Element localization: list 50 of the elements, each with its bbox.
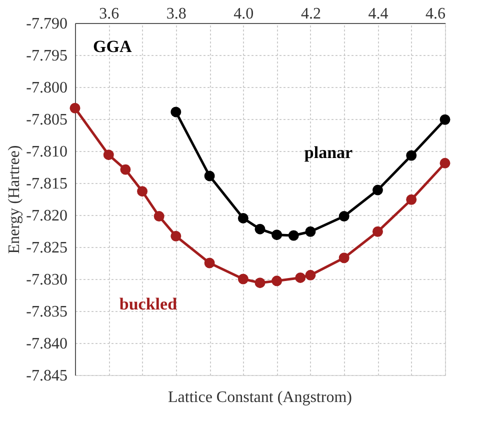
point bbox=[272, 276, 282, 286]
y-tick-label: -7.805 bbox=[26, 112, 68, 128]
point bbox=[170, 230, 182, 242]
point bbox=[254, 278, 266, 288]
y-tick-label: -7.815 bbox=[26, 176, 68, 192]
series-label: planar bbox=[304, 143, 354, 162]
point bbox=[120, 164, 131, 175]
y-tick-label: -7.845 bbox=[26, 368, 68, 384]
y-tick-label: -7.800 bbox=[26, 80, 68, 96]
point bbox=[406, 194, 417, 205]
x-tick-label: 4.0 bbox=[234, 6, 254, 22]
x-tick-label: 4.4 bbox=[368, 6, 388, 22]
y-tick-label: -7.820 bbox=[26, 208, 68, 224]
point bbox=[288, 230, 299, 241]
y-axis-title: Energy (Hartree) bbox=[6, 145, 24, 254]
point bbox=[295, 272, 306, 283]
y-tick-label: -7.810 bbox=[26, 144, 68, 160]
point bbox=[254, 224, 266, 234]
annotation: GGA bbox=[93, 37, 132, 56]
point bbox=[238, 274, 248, 284]
point bbox=[70, 102, 80, 114]
point bbox=[440, 158, 450, 168]
point bbox=[137, 186, 148, 197]
point bbox=[204, 258, 215, 268]
point bbox=[440, 114, 450, 125]
point bbox=[305, 270, 316, 280]
point bbox=[238, 212, 248, 224]
point bbox=[305, 226, 316, 237]
x-tick-label: 4.2 bbox=[300, 6, 321, 22]
y-tick-label: -7.830 bbox=[26, 272, 68, 288]
x-axis-title: Lattice Constant (Angstrom) bbox=[168, 389, 352, 406]
point bbox=[372, 184, 383, 196]
text: buckled bbox=[119, 294, 178, 314]
point bbox=[154, 211, 164, 222]
point bbox=[338, 211, 350, 222]
point bbox=[338, 252, 350, 264]
y-tick-label: -7.790 bbox=[26, 16, 68, 32]
point bbox=[372, 226, 383, 237]
point bbox=[272, 230, 282, 240]
point bbox=[103, 150, 114, 160]
y-tick-label: -7.835 bbox=[26, 304, 68, 320]
point bbox=[170, 106, 182, 118]
x-tick-label: 4.6 bbox=[426, 6, 446, 22]
y-tick-label: -7.840 bbox=[26, 336, 68, 352]
x-tick-label: 3.8 bbox=[166, 6, 186, 22]
point bbox=[406, 150, 417, 161]
point bbox=[204, 170, 215, 182]
y-tick-label: -7.825 bbox=[26, 240, 68, 256]
x-tick-label: 3.6 bbox=[99, 6, 120, 22]
y-tick-label: -7.795 bbox=[26, 48, 68, 64]
